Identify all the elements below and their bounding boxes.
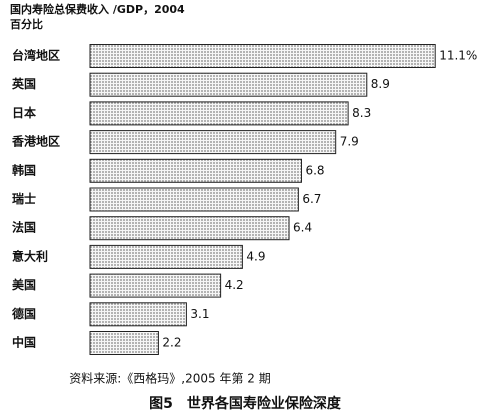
category-label: 香港地区 (11, 134, 60, 149)
bar (89, 130, 337, 155)
category-label: 英国 (12, 76, 36, 91)
figure-caption: 图5 世界各国寿险业保险深度 (149, 395, 342, 412)
category-label: 日本 (12, 105, 36, 120)
category-label: 德国 (12, 306, 36, 321)
category-label: 台湾地区 (12, 48, 60, 63)
source-note: 资料来源:《西格玛》,2005 年第 2 期 (69, 371, 270, 386)
value-label: 2.2 (162, 336, 181, 350)
bar (89, 44, 436, 68)
value-label: 4.9 (246, 249, 265, 263)
bar (89, 331, 159, 355)
category-label: 韩国 (12, 162, 36, 177)
value-label: 6.7 (302, 192, 321, 206)
category-label: 法国 (12, 220, 36, 235)
bar (89, 302, 187, 327)
bar (89, 187, 299, 212)
category-label: 中国 (12, 335, 36, 350)
value-label: 8.9 (371, 77, 390, 91)
bar (89, 244, 243, 269)
value-label: 6.8 (305, 163, 324, 177)
category-label: 瑞士 (12, 191, 36, 206)
value-label: 4.2 (225, 278, 244, 292)
bar (89, 216, 290, 241)
bar (89, 72, 368, 97)
value-label: 7.9 (340, 135, 359, 149)
chart-subtitle: 百分比 (10, 17, 43, 31)
bar (89, 158, 302, 183)
bar (89, 273, 222, 298)
value-label: 8.3 (352, 106, 371, 120)
chart-title: 国内寿险总保费收入 /GDP，2004 (10, 2, 185, 16)
value-label: 6.4 (293, 221, 312, 235)
bar (89, 101, 349, 126)
category-label: 意大利 (12, 248, 48, 263)
category-label: 美国 (12, 277, 36, 292)
value-label: 11.1% (439, 49, 477, 63)
value-label: 3.1 (190, 307, 209, 321)
